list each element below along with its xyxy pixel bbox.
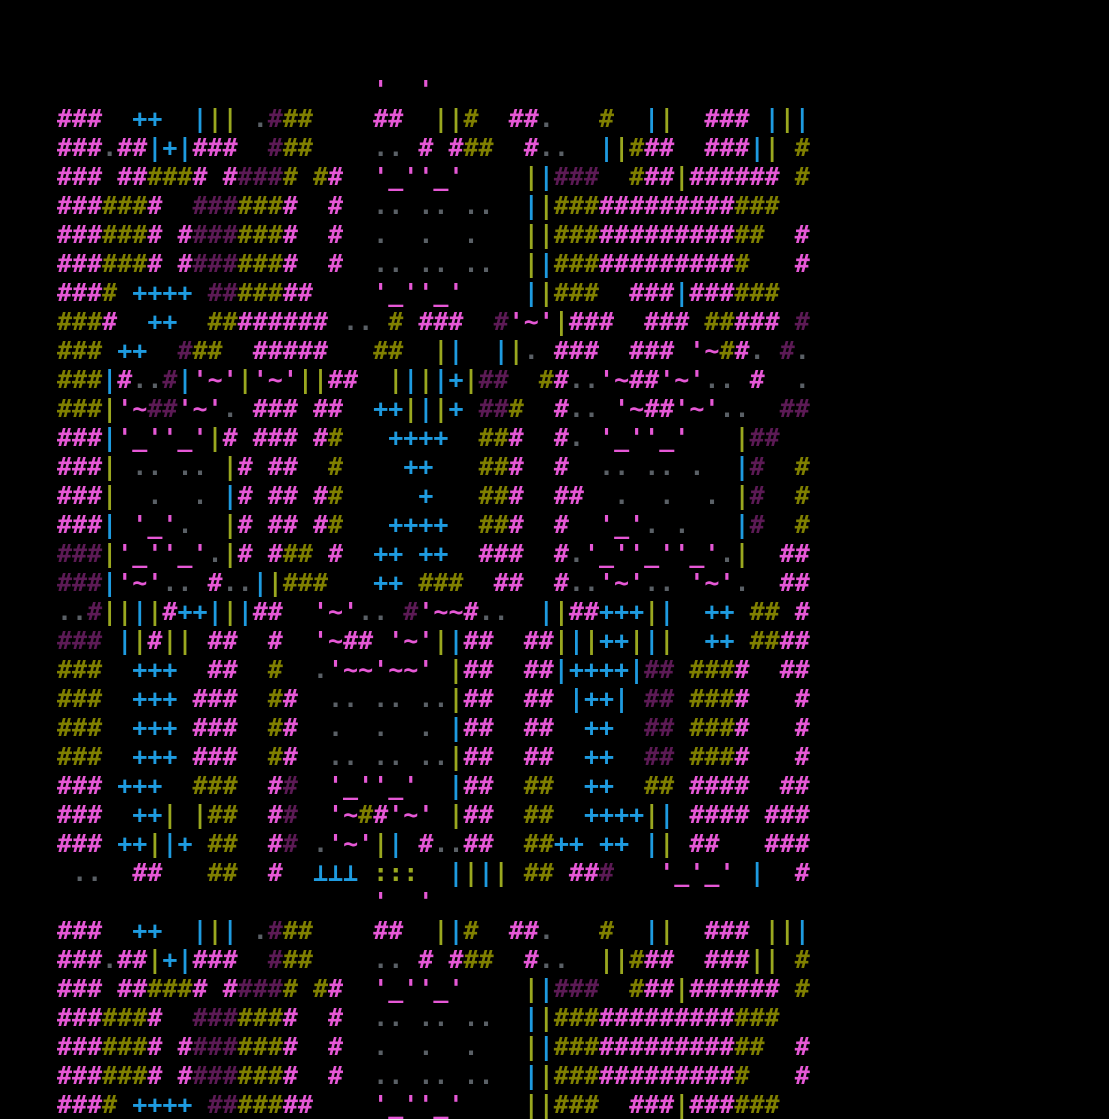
ascii-art-row: ..#||||#++|||## '~'.. #'~~#.. ||##+++|| … — [57, 597, 810, 626]
ascii-art-row: ###|'_''_'.|# ### # ++ ++ ### #.'_''_''_… — [57, 539, 810, 568]
ascii-art-row: ####### ####### # .. .. .. ||###########… — [57, 191, 780, 220]
ascii-art-row: ' ' — [373, 75, 434, 104]
ascii-art-row: ### ||#|| ## # '~## '~'||## ##|||++||| +… — [57, 626, 810, 655]
ascii-art-row: ### +++ ### ## .. .. ..|## ## ++ ## ####… — [57, 742, 810, 771]
ascii-art-row: #### ++++ ####### '_''_' ||### ###|#####… — [57, 1090, 780, 1119]
ascii-art-row: ###.##|+|### ### .. # ### #.. ||### ###|… — [57, 133, 810, 162]
ascii-art-row: ####### ######## # .. .. .. ||##########… — [57, 1061, 810, 1090]
ascii-art-row: ###| '_'. |# ## ## ++++ ### # '_'. . |# … — [57, 510, 810, 539]
ascii-art-row: ###.##|+|### ### .. # ### #.. ||### ###|… — [57, 945, 810, 974]
ascii-art-row: ###| .. .. |# ## # ++ ### # .. .. . |# # — [57, 452, 810, 481]
ascii-art-row: #### ++++ ####### '_''_' ||### ###|#####… — [57, 278, 780, 307]
ascii-art-row: ### ++ ||| .### ## ||# ##. # || ### ||| — [57, 104, 810, 133]
ascii-art-block: ' ' ### ++ ||| .### ## ||# ##. # || ### … — [57, 75, 810, 1119]
ascii-art-row: ### ###### ##### ## '_''_' ||### ###|###… — [57, 974, 810, 1003]
ascii-art-row: ### ++ ||| .### ## ||# ##. # || ### ||| — [57, 916, 810, 945]
ascii-art-row: ###| . . |# ## ## + ### ## . . . |# # — [57, 481, 810, 510]
ascii-art-row: ####### ####### # .. .. .. ||###########… — [57, 1003, 780, 1032]
ascii-art-row: ### +++ ## # .'~~'~~' |## ##|++++|## ###… — [57, 655, 810, 684]
ascii-art-row: ###|'_''_'|# ### ## ++++ ### #. '_''_' |… — [57, 423, 780, 452]
ascii-art-row: ### +++ ### ## . . . |## ## ++ ## #### # — [57, 713, 810, 742]
ascii-art-row: ### ++| |## ## '~##'~' |## ## ++++|| ###… — [57, 800, 810, 829]
ascii-art-row: ###|#..#|'~'|'~'||## ||||+|## ##..'~##'~… — [57, 365, 810, 394]
ascii-art-row: ### +++ ### ## '_''_' |## ## ++ ## #### … — [57, 771, 810, 800]
ascii-art-row: ' ' — [373, 887, 434, 916]
ascii-art-row: ### ++ ### ##### ## || ||. ### ### '~##.… — [57, 336, 810, 365]
ascii-art-row: #### ++ ######## .. # ### #'~'|### ### #… — [57, 307, 810, 336]
ascii-art-row: ####### ######## # . . . ||#############… — [57, 1032, 810, 1061]
ascii-art-row: ### +++ ### ## .. .. ..|## ## |++| ## ##… — [57, 684, 810, 713]
ascii-art-row: ### ###### ##### ## '_''_' ||### ###|###… — [57, 162, 810, 191]
ascii-art-row: .. ## ## # ⊥⊥⊥ ::: |||| ## ### '_'_' | # — [72, 858, 810, 887]
ascii-art-row: ###|'~'.. #..||### ++ ### ## #..'~'.. '~… — [57, 568, 810, 597]
ascii-art-row: ### ++||+ ## ## .'~'|| #..## ##++ ++ || … — [57, 829, 810, 858]
ascii-art-row: ####### ######## # .. .. .. ||##########… — [57, 249, 810, 278]
ascii-art-row: ###|'~##'~'. ### ## ++|||+ ### #.. '~##'… — [57, 394, 810, 423]
ascii-art-row: ####### ######## # . . . ||#############… — [57, 220, 810, 249]
